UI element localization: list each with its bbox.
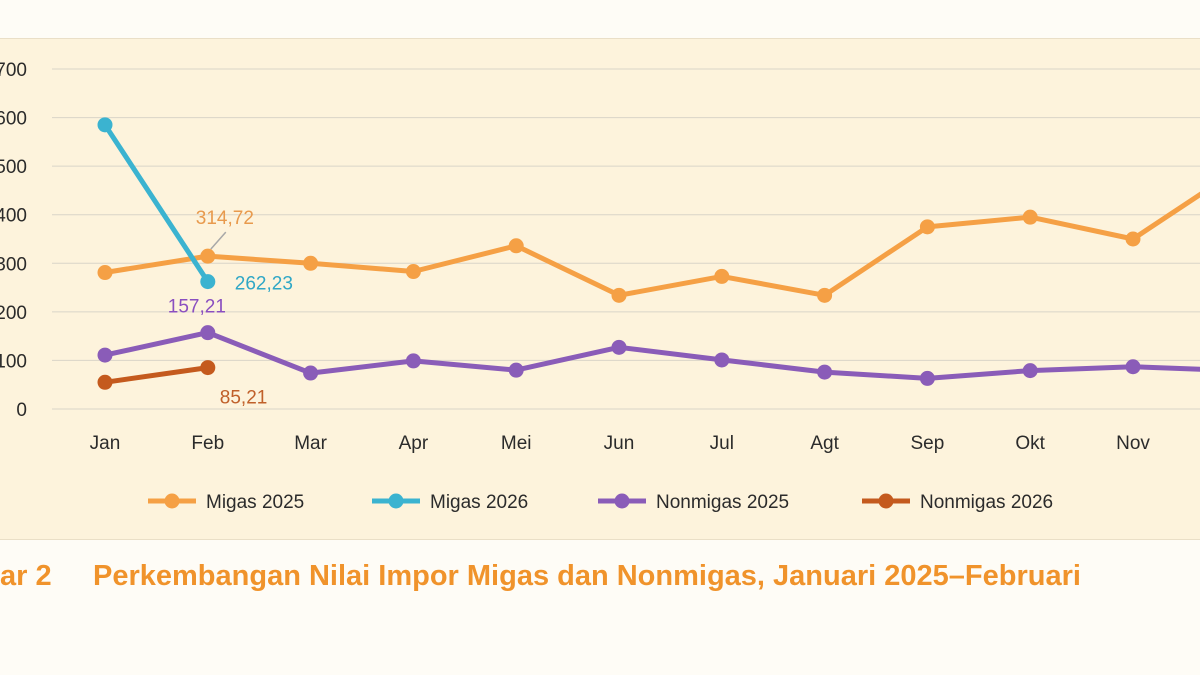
y-tick-label: 600	[0, 109, 27, 130]
data-point	[817, 364, 833, 380]
series-line-2	[102, 330, 1200, 381]
data-point	[97, 265, 113, 281]
x-tick-label: Feb	[191, 433, 224, 454]
data-point	[97, 117, 113, 133]
legend-item: Nonmigas 2025	[598, 492, 789, 513]
legend-item: Migas 2026	[372, 492, 528, 513]
legend-item: Migas 2025	[148, 492, 304, 513]
data-point	[1022, 209, 1038, 225]
x-tick-label: Okt	[1015, 433, 1045, 454]
data-point	[817, 287, 833, 303]
figure-title: Perkembangan Nilai Impor Migas dan Nonmi…	[93, 560, 1081, 592]
data-point	[508, 362, 524, 378]
y-axis-ticks: 0 100 200 300 400 500 600 700	[0, 60, 27, 421]
figure-number: ar 2	[0, 560, 52, 592]
data-label: 85,21	[220, 388, 268, 409]
legend-label: Nonmigas 2025	[656, 492, 789, 513]
data-point	[97, 374, 113, 390]
legend-swatch-marker	[164, 493, 180, 509]
data-point	[714, 352, 730, 368]
grid-lines	[52, 68, 1200, 410]
series-points	[97, 117, 1141, 390]
y-tick-label: 100	[0, 351, 27, 372]
x-tick-label: Nov	[1116, 433, 1150, 454]
y-tick-label: 700	[0, 60, 27, 81]
legend-item: Nonmigas 2026	[862, 492, 1053, 513]
data-point	[611, 339, 627, 355]
line-chart: 0 100 200 300 400 500 600 700 Jan Feb Mar Apr Mei Ju…	[0, 60, 1200, 513]
data-point	[714, 268, 730, 284]
legend-swatch-marker	[878, 493, 894, 509]
x-tick-label: Jan	[90, 433, 121, 454]
data-point	[1022, 363, 1038, 379]
data-label: 314,72	[196, 208, 254, 229]
y-tick-label: 300	[0, 254, 27, 275]
data-point	[200, 325, 216, 341]
data-point	[405, 264, 421, 280]
figure-caption: ar 2 Perkembangan Nilai Impor Migas dan …	[0, 560, 1200, 600]
data-point	[611, 287, 627, 303]
x-tick-label: Jul	[710, 433, 734, 454]
series-line-0	[102, 191, 1200, 298]
data-point	[919, 219, 935, 235]
x-tick-label: Agt	[810, 433, 839, 454]
legend-label: Nonmigas 2026	[920, 492, 1053, 513]
x-tick-label: Jun	[604, 433, 635, 454]
y-tick-label: 0	[16, 400, 27, 421]
y-tick-label: 400	[0, 206, 27, 227]
data-point	[405, 353, 421, 369]
label-leader-line	[210, 231, 227, 250]
y-tick-label: 500	[0, 157, 27, 178]
data-point	[919, 370, 935, 386]
data-label: 157,21	[168, 297, 226, 318]
legend-label: Migas 2026	[430, 492, 528, 513]
data-point	[1125, 359, 1141, 375]
legend-swatch-marker	[614, 493, 630, 509]
x-tick-label: Sep	[910, 433, 944, 454]
y-tick-label: 200	[0, 303, 27, 324]
legend-label: Migas 2025	[206, 492, 304, 513]
chart-panel	[0, 38, 1200, 540]
data-label: 262,23	[235, 274, 293, 295]
data-labels: 314,72 262,23 157,21 85,21	[168, 208, 293, 408]
data-point	[303, 365, 319, 381]
series-lines	[102, 122, 1200, 385]
data-point	[200, 274, 216, 290]
data-point	[1125, 231, 1141, 247]
data-point	[200, 248, 216, 264]
data-point	[508, 238, 524, 254]
x-axis-ticks: JanFebMarAprMeiJunJulAgtSepOktNovDes	[90, 433, 1151, 454]
series-line-3	[102, 365, 211, 385]
legend-swatch-marker	[388, 493, 404, 509]
x-tick-label: Mei	[501, 433, 532, 454]
data-point	[200, 360, 216, 376]
data-point	[97, 347, 113, 363]
data-point	[303, 255, 319, 271]
x-tick-label: Mar	[294, 433, 327, 454]
x-tick-label: Apr	[399, 433, 429, 454]
legend: Migas 2025 Migas 2026 Nonmigas 2025 Nonmiga…	[148, 492, 1053, 513]
series-line-1	[102, 122, 211, 285]
